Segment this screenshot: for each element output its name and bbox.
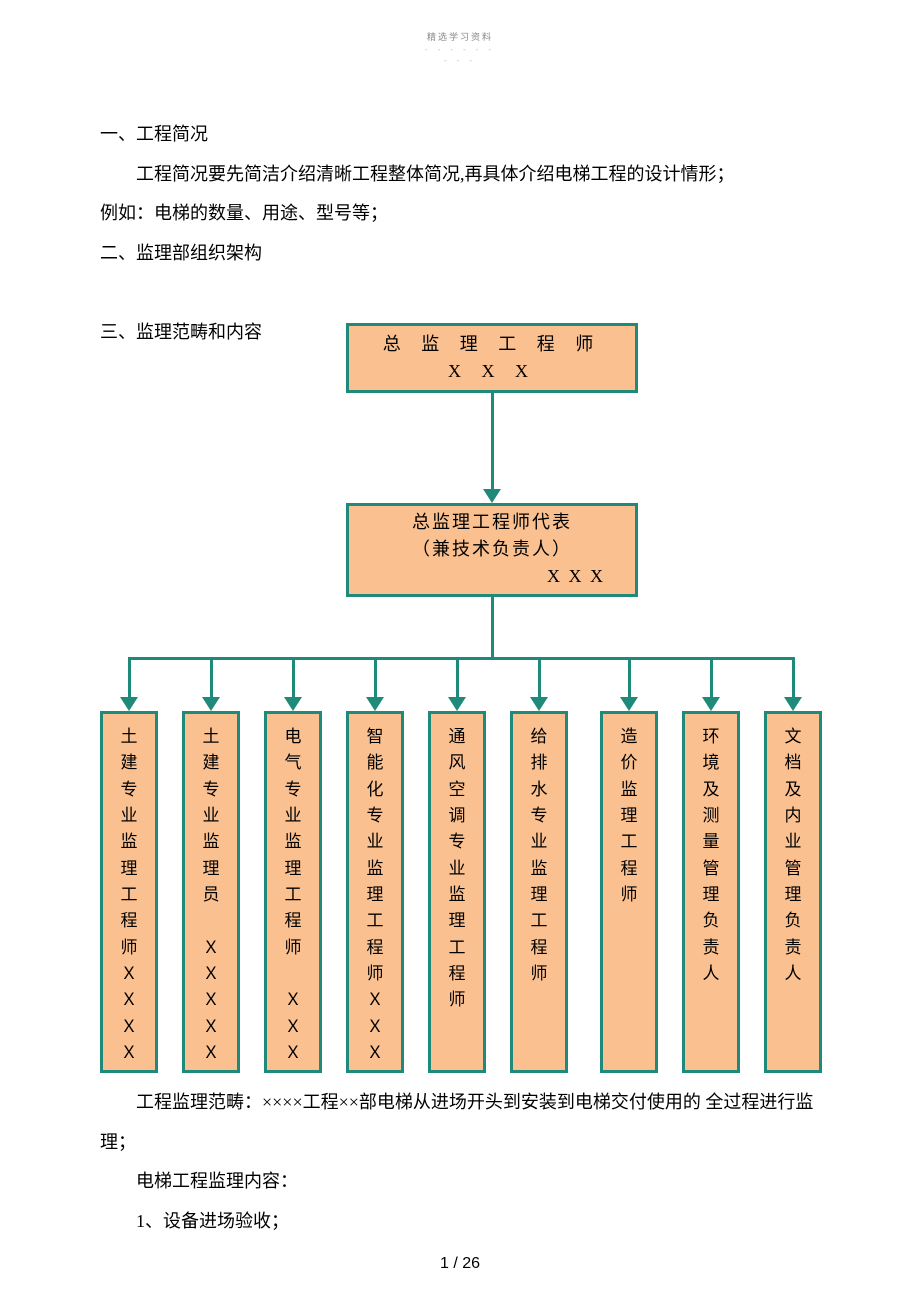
org-top-line2: X X X xyxy=(448,358,536,385)
section-1-title: 一、工程简况 xyxy=(100,115,820,155)
arrow-top-mid xyxy=(483,489,501,503)
org-leaf-2: 电气专业监理工程师 ＸＸＸＸＸＸ xyxy=(264,711,322,1073)
arrow-leaf-0 xyxy=(120,697,138,711)
connector-leaf-2 xyxy=(292,657,295,697)
page-current: 1 xyxy=(440,1255,449,1272)
section-1-para-1: 工程简况要先简洁介绍清晰工程整体简况,再具体介绍电梯工程的设计情形； xyxy=(100,155,820,195)
connector-leaf-7 xyxy=(710,657,713,697)
org-leaf-label-5: 给排水专业监理工程师 xyxy=(531,724,548,987)
page-total: 26 xyxy=(462,1255,480,1272)
arrow-leaf-5 xyxy=(530,697,548,711)
org-mid-box: 总监理工程师代表 （兼技术负责人） X X X xyxy=(346,503,638,597)
connector-top-mid xyxy=(491,393,494,489)
connector-leaf-1 xyxy=(210,657,213,697)
arrow-leaf-6 xyxy=(620,697,638,711)
org-leaf-label-3: 智能化专业监理工程师ＸＸＸＸＸＸ xyxy=(367,724,384,1073)
org-leaf-label-0: 土建专业监理工程师ＸＸＸＸＸＸ xyxy=(121,724,138,1073)
org-leaf-label-2: 电气专业监理工程师 ＸＸＸＸＸＸ xyxy=(285,724,302,1073)
arrow-leaf-4 xyxy=(448,697,466,711)
connector-leaf-8 xyxy=(792,657,795,697)
org-top-box: 总 监 理 工 程 师 X X X xyxy=(346,323,638,393)
org-leaf-7: 环境及测量管理负责人 xyxy=(682,711,740,1073)
org-leaf-1: 土建专业监理员 ＸＸＸＸＸＸ xyxy=(182,711,240,1073)
section-3-para-3: 1、设备进场验收； xyxy=(100,1202,820,1242)
arrow-leaf-2 xyxy=(284,697,302,711)
org-mid-line2: （兼技术负责人） xyxy=(412,536,572,563)
connector-bus xyxy=(128,657,794,660)
connector-leaf-6 xyxy=(628,657,631,697)
page-sep: / xyxy=(453,1255,462,1272)
org-leaf-0: 土建专业监理工程师ＸＸＸＸＸＸ xyxy=(100,711,158,1073)
arrow-leaf-3 xyxy=(366,697,384,711)
section-2-title: 二、监理部组织架构 xyxy=(100,234,820,274)
connector-leaf-0 xyxy=(128,657,131,697)
connector-leaf-3 xyxy=(374,657,377,697)
org-mid-line1: 总监理工程师代表 xyxy=(412,509,572,536)
connector-mid-bus xyxy=(491,597,494,657)
org-leaf-label-1: 土建专业监理员 ＸＸＸＸＸＸ xyxy=(203,724,220,1073)
org-chart: 总 监 理 工 程 师 X X X 总监理工程师代表 （兼技术负责人） X X … xyxy=(100,353,820,1073)
connector-leaf-4 xyxy=(456,657,459,697)
org-leaf-4: 通风空调专业监理工程师 xyxy=(428,711,486,1073)
header-dots-1: - - - - - - xyxy=(100,45,820,54)
section-3-para-1: 工程监理范畴：××××工程××部电梯从进场开头到安装到电梯交付使用的 全过程进行… xyxy=(100,1083,820,1162)
org-mid-line3: X X X xyxy=(547,563,635,590)
section-1-para-2: 例如：电梯的数量、用途、型号等； xyxy=(100,194,820,234)
org-leaf-8: 文档及内业管理负责人 xyxy=(764,711,822,1073)
org-leaf-6: 造价监理工程师 xyxy=(600,711,658,1073)
connector-leaf-5 xyxy=(538,657,541,697)
arrow-leaf-8 xyxy=(784,697,802,711)
org-leaf-5: 给排水专业监理工程师 xyxy=(510,711,568,1073)
page-number: 1 / 26 xyxy=(0,1255,920,1273)
org-top-line1: 总 监 理 工 程 师 xyxy=(383,331,602,358)
header-source: 精选学习资料 xyxy=(100,30,820,43)
org-leaf-3: 智能化专业监理工程师ＸＸＸＸＸＸ xyxy=(346,711,404,1073)
org-leaf-label-7: 环境及测量管理负责人 xyxy=(703,724,720,987)
org-leaf-label-4: 通风空调专业监理工程师 xyxy=(449,724,466,1014)
arrow-leaf-1 xyxy=(202,697,220,711)
org-leaf-label-6: 造价监理工程师 xyxy=(621,724,638,908)
header-dots-2: - - - xyxy=(100,56,820,65)
arrow-leaf-7 xyxy=(702,697,720,711)
org-leaf-label-8: 文档及内业管理负责人 xyxy=(785,724,802,987)
section-3-para-2: 电梯工程监理内容： xyxy=(100,1162,820,1202)
